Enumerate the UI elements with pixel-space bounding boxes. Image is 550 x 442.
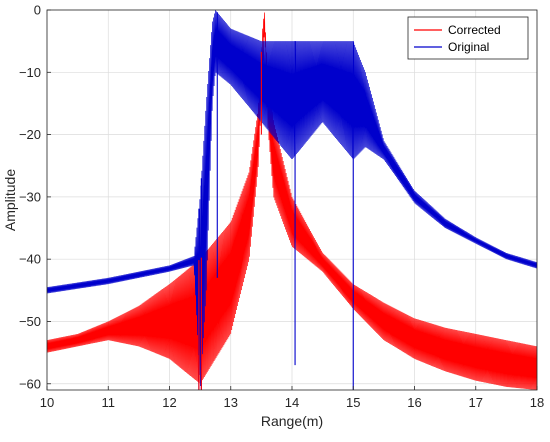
x-tick-label: 15 xyxy=(346,395,360,410)
legend-label-corrected: Corrected xyxy=(448,23,501,37)
y-tick-label: −40 xyxy=(19,252,41,267)
y-tick-label: 0 xyxy=(34,3,41,18)
series-original xyxy=(47,10,537,387)
x-tick-label: 16 xyxy=(407,395,421,410)
series-layer xyxy=(47,10,537,390)
y-axis: 0 −10 −20 −30 −40 −50 −60 xyxy=(19,3,51,391)
x-tick-label: 14 xyxy=(285,395,299,410)
x-tick-label: 13 xyxy=(224,395,238,410)
y-tick-label: −10 xyxy=(19,65,41,80)
series-corrected xyxy=(47,12,537,390)
y-tick-label: −60 xyxy=(19,376,41,391)
x-tick-label: 11 xyxy=(102,395,116,410)
y-tick-label: −50 xyxy=(19,314,41,329)
x-axis-label: Range(m) xyxy=(261,413,323,429)
x-tick-label: 18 xyxy=(530,395,544,410)
y-tick-label: −20 xyxy=(19,127,41,142)
y-tick-label: −30 xyxy=(19,189,41,204)
legend-label-original: Original xyxy=(448,40,489,54)
legend: Corrected Original xyxy=(407,16,529,60)
x-tick-label: 10 xyxy=(40,395,54,410)
y-axis-label: Amplitude xyxy=(2,169,18,231)
legend-box xyxy=(407,16,529,60)
x-tick-label: 17 xyxy=(469,395,483,410)
x-axis: 10 11 12 13 14 15 16 17 18 xyxy=(40,386,544,410)
x-tick-label: 12 xyxy=(162,395,176,410)
